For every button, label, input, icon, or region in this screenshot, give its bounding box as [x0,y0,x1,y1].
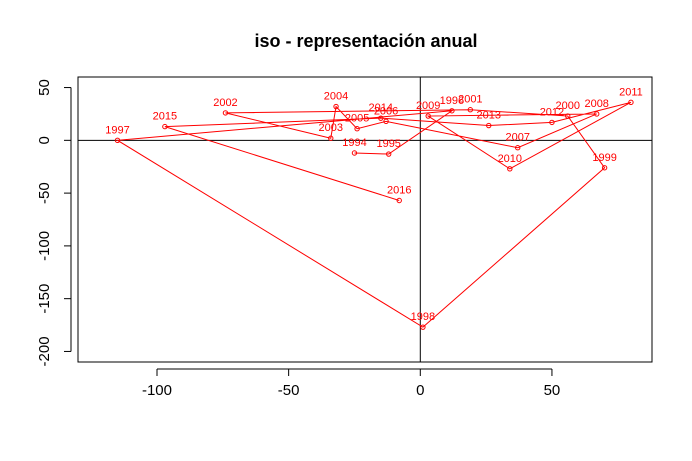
data-point [425,113,431,119]
x-axis: -100 -50 0 50 [142,368,561,399]
data-label: 2016 [387,185,411,197]
data-point [114,137,121,144]
data-point [396,197,402,204]
data-labels: 1994 1995 1996 1997 1998 1999 2000 2001 2002 2003… [105,86,643,323]
series-line-group [115,101,632,328]
y-tick-label: -200 [36,336,53,366]
data-label: 1995 [376,138,400,150]
data-point [354,126,360,132]
data-label: 2005 [345,113,369,125]
data-point [162,123,168,130]
x-tick-label: 0 [416,382,424,399]
data-label: 2004 [324,91,348,103]
data-point [515,145,521,151]
data-label: 2015 [153,111,177,123]
data-label: 2009 [416,100,440,112]
data-label: 1994 [342,137,366,149]
y-tick-label: 0 [36,136,53,144]
data-point [385,151,392,157]
data-point [351,150,358,156]
y-axis: -200 -150 -100 -50 0 50 [36,79,72,366]
data-label: 2008 [584,98,608,110]
data-label: 1996 [440,95,464,107]
data-label: 2003 [319,122,343,134]
y-tick-label: 50 [36,79,53,96]
data-point [449,108,455,114]
data-point [383,118,389,125]
data-point [628,99,634,106]
data-label: 2000 [556,100,580,112]
data-point [328,135,334,141]
data-label: 2006 [374,105,398,117]
data-point [420,324,426,330]
data-point [565,113,571,119]
data-label: 2007 [505,132,529,144]
data-points [114,99,634,330]
x-tick-label: 50 [544,382,561,399]
data-label: 1998 [411,311,435,323]
data-point [222,110,229,116]
data-label: 2013 [477,110,501,122]
data-label: 2002 [213,97,237,109]
data-point [594,111,600,117]
data-label: 2014 [369,102,393,114]
data-point [378,115,384,121]
data-label: 2001 [458,94,482,106]
data-point [601,165,608,171]
y-tick-label: -100 [36,231,53,261]
y-tick-label: -150 [36,284,53,314]
data-label: 2012 [540,106,564,118]
data-label: 1997 [105,124,129,136]
data-label: 2011 [619,86,643,98]
data-point [467,107,474,113]
data-label: 1999 [592,152,616,164]
data-point [333,103,339,110]
x-tick-label: -100 [142,382,172,399]
data-point [507,166,513,172]
y-tick-label: -50 [36,182,53,204]
series-line [115,101,632,328]
chart-title: iso - representación anual [254,31,477,51]
data-label: 2010 [498,153,522,165]
data-point [549,119,555,126]
data-point [486,122,492,129]
plot-frame [77,76,653,363]
x-tick-label: -50 [278,382,300,399]
